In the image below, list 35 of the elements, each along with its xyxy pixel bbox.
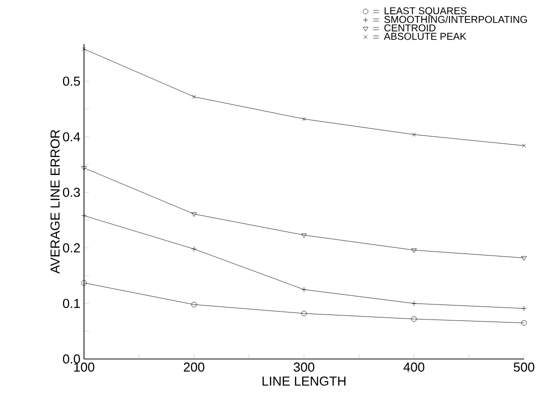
point <box>301 286 307 292</box>
point <box>411 316 417 322</box>
x-tick-label: 400 <box>404 362 424 372</box>
point <box>191 302 197 308</box>
x-tick-label: 300 <box>294 362 314 372</box>
point <box>191 246 197 252</box>
x-tick-label: 200 <box>184 362 204 372</box>
point <box>521 256 527 261</box>
y-tick-label: 0.4 <box>62 132 80 142</box>
point <box>411 248 417 253</box>
point <box>301 233 307 238</box>
legend-label: SMOOTHING/INTERPOLATING <box>384 16 527 23</box>
x-axis-title: LINE LENGTH <box>262 376 346 386</box>
y-axis-title: AVERAGE LINE ERROR <box>50 130 60 274</box>
point <box>521 306 527 312</box>
point <box>301 310 307 316</box>
legend-label: CENTROID <box>384 24 436 32</box>
point <box>521 320 527 326</box>
point <box>522 144 526 148</box>
point <box>81 166 87 171</box>
point <box>81 212 87 218</box>
point <box>81 280 87 286</box>
x-tick-label: 500 <box>514 362 534 372</box>
point <box>412 132 416 137</box>
point <box>191 212 197 217</box>
y-tick-label: 0.0 <box>62 354 80 364</box>
y-tick-label: 0.1 <box>62 298 80 308</box>
legend-label: ABSOLUTE PEAK <box>384 32 466 40</box>
y-tick-label: 0.2 <box>62 243 80 252</box>
point <box>192 94 196 99</box>
y-tick-label: 0.3 <box>62 188 80 197</box>
x-tick-label: 100 <box>74 362 94 372</box>
y-tick-label: 0.5 <box>62 76 80 86</box>
point <box>411 300 417 306</box>
legend-label: LEAST SQUARES <box>384 7 466 16</box>
